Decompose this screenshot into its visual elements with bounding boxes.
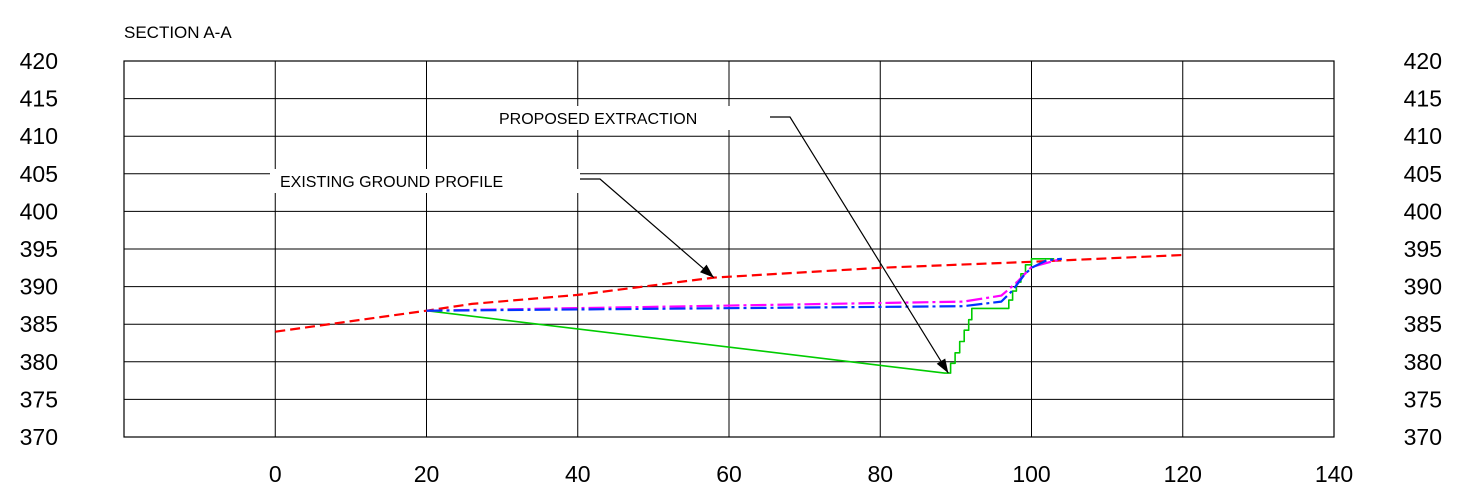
callout-label: EXISTING GROUND PROFILE <box>280 174 503 191</box>
callout-label: PROPOSED EXTRACTION <box>499 111 697 128</box>
y-tick-label-left: 375 <box>20 386 58 412</box>
profile-lines <box>275 253 1183 374</box>
y-tick-label-right: 385 <box>1404 311 1442 337</box>
y-tick-label-left: 390 <box>20 274 58 300</box>
y-tick-label-left: 370 <box>20 424 58 450</box>
y-tick-label-right: 380 <box>1404 349 1442 375</box>
y-tick-label-right: 390 <box>1404 274 1442 300</box>
plot-frame <box>123 60 1335 438</box>
x-tick-label: 100 <box>1012 461 1050 487</box>
axis-tick-labels: 0 20 40 60 80 100 120 140 420 420 415 415 410 410 405 4… <box>20 48 1442 487</box>
y-tick-label-left: 380 <box>20 349 58 375</box>
y-tick-label-right: 420 <box>1404 48 1442 74</box>
y-tick-label-left: 410 <box>20 123 58 149</box>
y-tick-label-right: 405 <box>1404 161 1442 187</box>
y-tick-label-right: 375 <box>1404 386 1442 412</box>
callout-background <box>489 106 759 130</box>
section-title: SECTION A-A <box>124 23 232 42</box>
callout-arrowhead <box>936 358 949 374</box>
callouts: EXISTING GROUND PROFILE PROPOSED EXTRACTI… <box>270 106 949 374</box>
y-tick-label-left: 415 <box>20 86 58 112</box>
x-tick-label: 0 <box>269 461 282 487</box>
y-tick-label-left: 400 <box>20 198 58 224</box>
callout-leader <box>770 116 949 374</box>
callout-arrowhead <box>700 264 714 278</box>
y-tick-label-right: 395 <box>1404 236 1442 262</box>
x-tick-label: 60 <box>716 461 742 487</box>
y-tick-label-left: 405 <box>20 161 58 187</box>
callout-background <box>270 169 580 193</box>
y-tick-label-right: 400 <box>1404 198 1442 224</box>
x-tick-label: 80 <box>867 461 893 487</box>
y-tick-label-right: 370 <box>1404 424 1442 450</box>
y-tick-label-left: 385 <box>20 311 58 337</box>
y-tick-label-right: 415 <box>1404 86 1442 112</box>
y-tick-label-left: 395 <box>20 236 58 262</box>
x-tick-label: 120 <box>1164 461 1202 487</box>
x-tick-label: 40 <box>565 461 591 487</box>
x-tick-label: 20 <box>414 461 440 487</box>
callout-leader <box>580 178 715 279</box>
x-tick-label: 140 <box>1315 461 1353 487</box>
y-tick-label-left: 420 <box>20 48 58 74</box>
y-tick-label-right: 410 <box>1404 123 1442 149</box>
profile-line-3 <box>426 257 1063 312</box>
profile-line-4 <box>426 257 1062 312</box>
